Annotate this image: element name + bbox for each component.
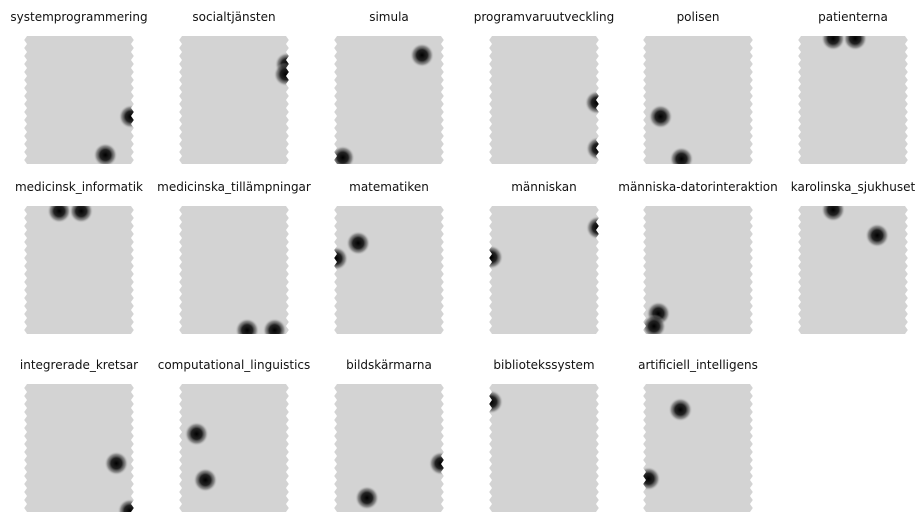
activation-blob bbox=[184, 421, 209, 446]
map-surface bbox=[489, 384, 599, 512]
map-svg bbox=[24, 36, 134, 164]
activation-blob bbox=[235, 318, 260, 334]
map-surface bbox=[334, 36, 444, 164]
activation-blob bbox=[47, 206, 72, 224]
map-surface bbox=[798, 206, 908, 334]
map-svg bbox=[179, 206, 289, 334]
map-background bbox=[643, 206, 753, 334]
map-background bbox=[24, 206, 134, 334]
map-svg bbox=[798, 36, 908, 164]
map-surface bbox=[334, 384, 444, 512]
activation-blob bbox=[821, 206, 846, 222]
map-background bbox=[334, 384, 444, 512]
map-background bbox=[798, 206, 908, 334]
map-background bbox=[179, 206, 289, 334]
activation-blob bbox=[410, 43, 434, 68]
activation-blob bbox=[843, 36, 868, 51]
activation-blob bbox=[584, 90, 599, 115]
map-label: karolinska_sjukhuset bbox=[790, 180, 916, 194]
map-svg bbox=[643, 384, 753, 512]
map-surface bbox=[643, 36, 753, 164]
map-label: simula bbox=[369, 10, 409, 24]
map-label: människa-datorinteraktion bbox=[618, 180, 778, 194]
activation-blob bbox=[355, 485, 379, 510]
map-svg bbox=[489, 384, 599, 512]
map-surface bbox=[24, 206, 134, 334]
map-background bbox=[643, 384, 753, 512]
activation-blob bbox=[118, 104, 134, 129]
activation-blob bbox=[865, 223, 890, 248]
map-label: människan bbox=[511, 180, 577, 194]
map-svg bbox=[24, 384, 134, 512]
activation-blob bbox=[648, 104, 673, 129]
activation-blob bbox=[273, 62, 289, 87]
map-label: integrerade_kretsar bbox=[19, 358, 139, 372]
map-background bbox=[334, 206, 444, 334]
map-svg bbox=[798, 206, 908, 334]
map-surface bbox=[643, 384, 753, 512]
map-label: medicinsk_informatik bbox=[14, 180, 144, 194]
activation-blob bbox=[489, 245, 504, 270]
activation-blob bbox=[334, 145, 355, 164]
activation-blob bbox=[262, 318, 287, 334]
map-background bbox=[179, 36, 289, 164]
map-svg bbox=[334, 384, 444, 512]
map-surface bbox=[489, 206, 599, 334]
activation-blob bbox=[193, 468, 218, 492]
activation-blob bbox=[346, 231, 371, 256]
map-surface bbox=[489, 36, 599, 164]
activation-blob bbox=[668, 397, 693, 422]
map-label: bibliotekssystem bbox=[493, 358, 595, 372]
activation-blob bbox=[643, 314, 666, 334]
activation-blob bbox=[643, 466, 661, 491]
map-label: socialtjänsten bbox=[192, 10, 276, 24]
map-background bbox=[489, 206, 599, 334]
map-svg bbox=[643, 36, 753, 164]
map-surface bbox=[798, 36, 908, 164]
map-svg bbox=[179, 384, 289, 512]
map-label: polisen bbox=[676, 10, 720, 24]
map-label: matematiken bbox=[349, 180, 429, 194]
map-label: patienterna bbox=[818, 10, 888, 24]
map-surface bbox=[24, 36, 134, 164]
map-surface bbox=[179, 384, 289, 512]
map-svg bbox=[179, 36, 289, 164]
map-background bbox=[179, 384, 289, 512]
map-background bbox=[489, 36, 599, 164]
map-svg bbox=[489, 206, 599, 334]
map-label: systemprogrammering bbox=[10, 10, 148, 24]
map-background bbox=[24, 36, 134, 164]
activation-blob bbox=[669, 146, 694, 164]
map-background bbox=[489, 384, 599, 512]
map-background bbox=[334, 36, 444, 164]
map-surface bbox=[24, 384, 134, 512]
map-surface bbox=[179, 36, 289, 164]
activation-blob bbox=[334, 246, 349, 271]
map-svg bbox=[334, 36, 444, 164]
activation-blob bbox=[428, 451, 444, 476]
map-surface bbox=[334, 206, 444, 334]
map-label: programvaruutveckling bbox=[473, 10, 615, 24]
activation-blob bbox=[821, 36, 846, 51]
map-svg bbox=[24, 206, 134, 334]
map-background bbox=[24, 384, 134, 512]
map-label: medicinska_tillämpningar bbox=[157, 180, 311, 194]
map-surface bbox=[179, 206, 289, 334]
activation-blob bbox=[104, 451, 129, 476]
map-background bbox=[798, 36, 908, 164]
activation-blob bbox=[489, 389, 504, 414]
map-surface bbox=[643, 206, 753, 334]
map-label: computational_linguistics bbox=[157, 358, 311, 372]
map-label: bildskärmarna bbox=[346, 358, 432, 372]
activation-blob bbox=[93, 143, 118, 164]
map-svg bbox=[489, 36, 599, 164]
map-svg bbox=[334, 206, 444, 334]
map-background bbox=[643, 36, 753, 164]
activation-blob bbox=[69, 206, 94, 224]
map-label: artificiell_intelligens bbox=[638, 358, 758, 372]
map-svg bbox=[643, 206, 753, 334]
